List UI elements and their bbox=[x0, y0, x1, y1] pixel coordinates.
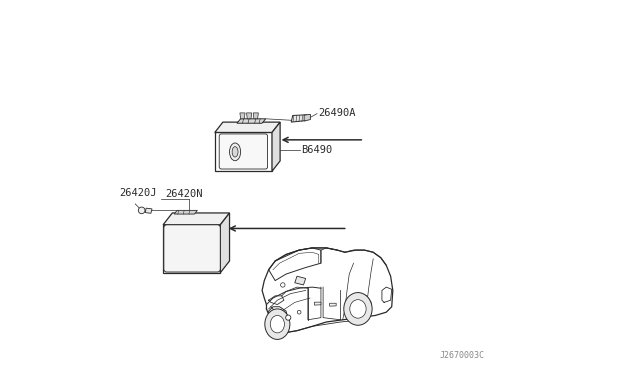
Polygon shape bbox=[304, 114, 310, 121]
Text: 26420J: 26420J bbox=[119, 187, 156, 198]
Polygon shape bbox=[220, 213, 230, 273]
Polygon shape bbox=[291, 115, 307, 122]
Text: B6490: B6490 bbox=[301, 145, 333, 155]
Polygon shape bbox=[330, 303, 336, 306]
Ellipse shape bbox=[265, 309, 290, 339]
FancyBboxPatch shape bbox=[164, 225, 220, 272]
Polygon shape bbox=[163, 225, 220, 273]
Circle shape bbox=[285, 315, 291, 320]
Ellipse shape bbox=[344, 292, 372, 325]
Polygon shape bbox=[314, 302, 321, 305]
Ellipse shape bbox=[230, 143, 241, 161]
Text: J2670003C: J2670003C bbox=[439, 350, 484, 360]
Polygon shape bbox=[240, 113, 245, 119]
Text: 26420N: 26420N bbox=[165, 189, 202, 199]
Circle shape bbox=[298, 310, 301, 314]
Ellipse shape bbox=[232, 147, 238, 157]
FancyBboxPatch shape bbox=[220, 134, 268, 169]
Polygon shape bbox=[145, 208, 152, 213]
Polygon shape bbox=[272, 122, 280, 171]
Polygon shape bbox=[253, 113, 259, 119]
Polygon shape bbox=[237, 119, 266, 123]
Ellipse shape bbox=[350, 300, 366, 318]
Polygon shape bbox=[174, 211, 197, 214]
Polygon shape bbox=[246, 113, 252, 119]
Circle shape bbox=[280, 283, 285, 287]
Polygon shape bbox=[295, 276, 306, 285]
Ellipse shape bbox=[270, 315, 284, 333]
Text: 26490A: 26490A bbox=[318, 108, 355, 118]
Polygon shape bbox=[215, 122, 280, 132]
Ellipse shape bbox=[138, 207, 145, 214]
Polygon shape bbox=[163, 213, 230, 225]
Polygon shape bbox=[215, 132, 272, 171]
